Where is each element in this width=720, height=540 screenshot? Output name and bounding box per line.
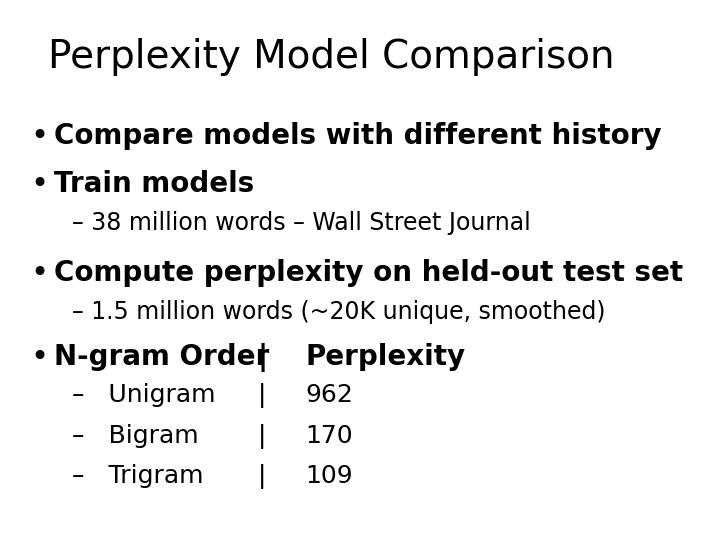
- Text: 170: 170: [305, 424, 353, 448]
- Text: Compare models with different history: Compare models with different history: [54, 122, 662, 150]
- Text: •: •: [30, 259, 48, 288]
- Text: – 1.5 million words (~20K unique, smoothed): – 1.5 million words (~20K unique, smooth…: [72, 300, 606, 323]
- Text: – 38 million words – Wall Street Journal: – 38 million words – Wall Street Journal: [72, 211, 531, 234]
- Text: |: |: [258, 424, 266, 449]
- Text: |: |: [258, 343, 268, 372]
- Text: –   Trigram: – Trigram: [72, 464, 203, 488]
- Text: •: •: [30, 122, 48, 151]
- Text: –   Unigram: – Unigram: [72, 383, 215, 407]
- Text: •: •: [30, 170, 48, 199]
- Text: Perplexity Model Comparison: Perplexity Model Comparison: [48, 38, 614, 76]
- Text: Train models: Train models: [54, 170, 254, 198]
- Text: 109: 109: [305, 464, 353, 488]
- Text: •: •: [30, 343, 48, 372]
- Text: |: |: [258, 383, 266, 408]
- Text: –   Bigram: – Bigram: [72, 424, 199, 448]
- Text: Perplexity: Perplexity: [305, 343, 465, 371]
- Text: N-gram Order: N-gram Order: [54, 343, 269, 371]
- Text: Compute perplexity on held-out test set: Compute perplexity on held-out test set: [54, 259, 683, 287]
- Text: |: |: [258, 464, 266, 489]
- Text: 962: 962: [305, 383, 354, 407]
